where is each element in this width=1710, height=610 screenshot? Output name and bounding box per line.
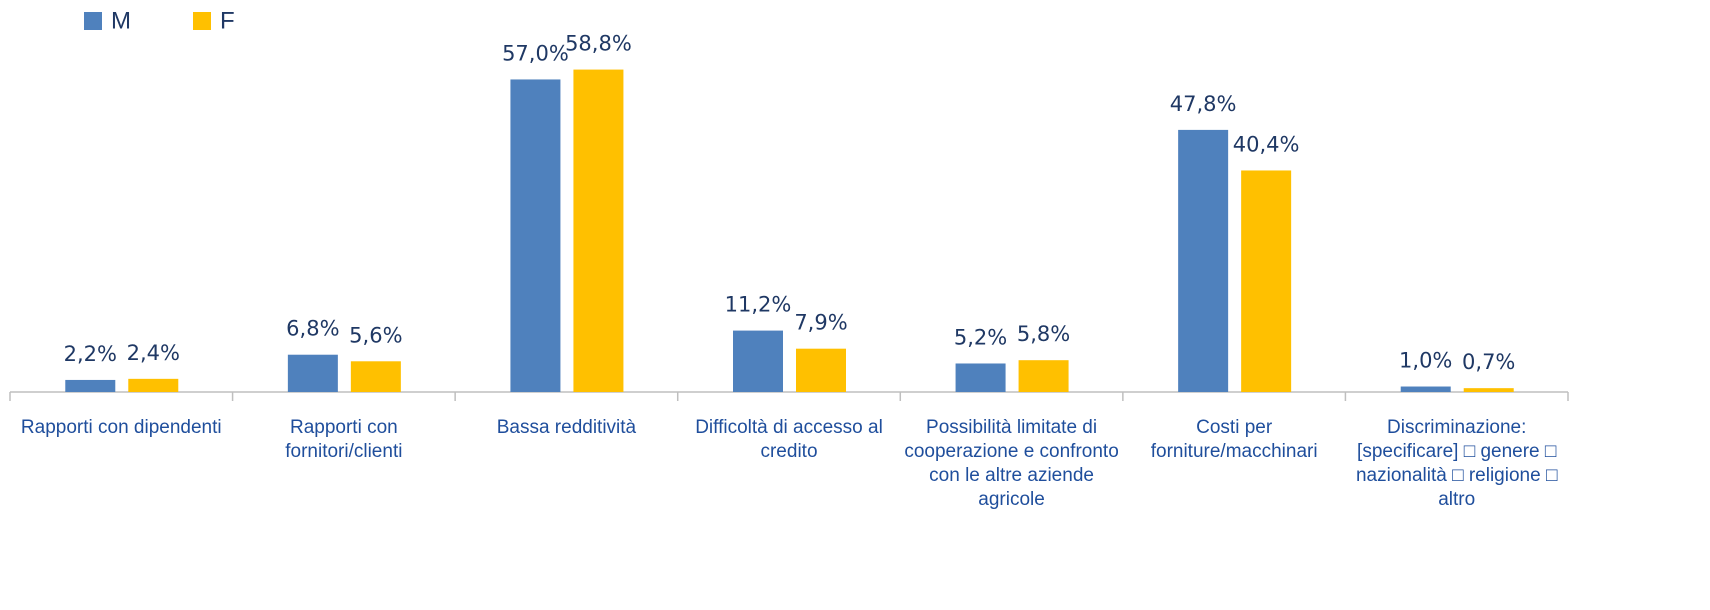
bar bbox=[128, 378, 179, 392]
x-tick-label: Costi per forniture/macchinari bbox=[1151, 417, 1318, 462]
data-label: 7,9% bbox=[794, 311, 847, 335]
bar bbox=[1178, 129, 1229, 392]
data-label: 0,7% bbox=[1462, 350, 1515, 374]
x-tick-label: Discriminazione: [specificare] □ genere □… bbox=[1356, 417, 1558, 510]
x-tick-label: Difficoltà di accesso al credito bbox=[695, 417, 883, 462]
bar bbox=[796, 348, 846, 392]
bar bbox=[1400, 386, 1451, 392]
x-tick-label: Rapporti con dipendenti bbox=[21, 417, 222, 438]
data-label: 47,8% bbox=[1170, 92, 1237, 116]
data-label: 57,0% bbox=[502, 41, 569, 65]
bar bbox=[1241, 170, 1292, 392]
data-label: 58,8% bbox=[565, 32, 632, 56]
bar bbox=[955, 363, 1006, 392]
legend-swatch bbox=[193, 12, 211, 30]
bar bbox=[1463, 388, 1514, 392]
data-label: 11,2% bbox=[725, 293, 792, 317]
x-tick-label: Bassa redditività bbox=[497, 417, 637, 438]
legend-label: M bbox=[111, 7, 131, 34]
data-label: 5,2% bbox=[954, 325, 1007, 349]
legend-label: F bbox=[220, 7, 235, 34]
x-tick-label: Rapporti con fornitori/clienti bbox=[285, 417, 402, 462]
x-tick-label: Possibilità limitate di cooperazione e co… bbox=[904, 417, 1118, 510]
bar bbox=[65, 379, 116, 392]
data-label: 2,2% bbox=[64, 342, 117, 366]
bar bbox=[573, 69, 624, 392]
legend-swatch bbox=[84, 12, 102, 30]
bar bbox=[287, 354, 338, 392]
bar bbox=[733, 330, 783, 392]
data-label: 1,0% bbox=[1399, 349, 1452, 373]
data-label: 6,8% bbox=[286, 317, 339, 341]
bar bbox=[350, 361, 401, 392]
data-label: 2,4% bbox=[127, 341, 180, 365]
bar bbox=[1018, 360, 1069, 392]
data-label: 5,6% bbox=[349, 323, 402, 347]
data-label: 40,4% bbox=[1233, 132, 1300, 156]
bar bbox=[510, 79, 561, 392]
data-label: 5,8% bbox=[1017, 322, 1070, 346]
